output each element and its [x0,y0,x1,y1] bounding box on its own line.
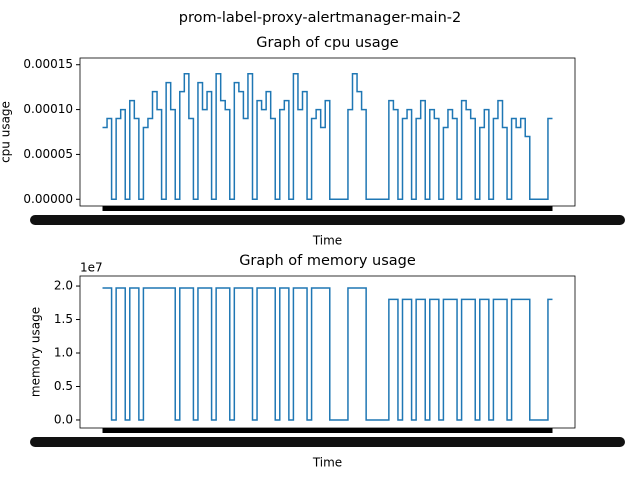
data-line [102,287,553,421]
x-axis-label: Time [312,456,342,470]
axes-frame [79,57,576,207]
data-line [102,72,553,201]
y-tick-label: 0.00005 [23,147,73,161]
y-tick-label: 0.00015 [23,57,73,71]
x-tick-band [102,428,553,433]
y-tick-label: 0.00000 [23,192,73,206]
axes-frame [79,275,576,429]
x-axis-label: Time [312,234,342,248]
y-tick-label: 0.00010 [23,102,73,116]
figure-title: prom-label-proxy-alertmanager-main-2 [179,10,461,26]
x-tick-band [102,206,553,211]
y-tick-label: 0.5 [54,379,73,393]
y-tick-label: 1.5 [54,312,73,326]
axes-title: Graph of cpu usage [256,35,398,51]
y-offset-label: 1e7 [80,261,103,275]
y-tick-label: 1.0 [54,346,73,360]
y-tick-label: 0.0 [54,412,73,426]
y-tick-label: 2.0 [54,279,73,293]
y-axis-label: memory usage [29,307,43,397]
y-axis-label: cpu usage [0,101,13,163]
axes-title: Graph of memory usage [239,253,416,269]
x-tick-label-smear [30,437,625,447]
x-tick-label-smear [30,215,625,225]
